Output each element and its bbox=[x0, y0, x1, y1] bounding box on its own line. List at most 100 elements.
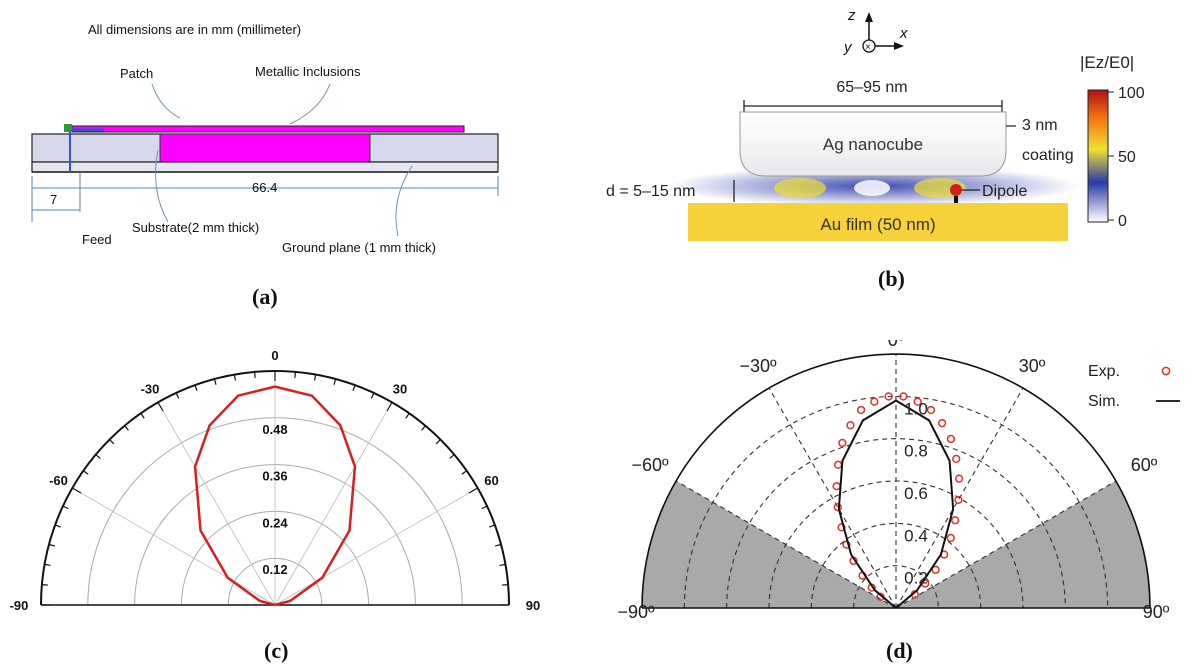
colorbar-tick-50: 50 bbox=[1118, 149, 1136, 166]
arc-tick bbox=[82, 470, 89, 475]
exp-point bbox=[842, 540, 851, 549]
arc-tick bbox=[449, 454, 455, 459]
legend-exp-marker bbox=[1161, 366, 1171, 376]
grid-ring bbox=[683, 396, 1109, 609]
outer-arc bbox=[641, 353, 1151, 609]
arc-tick bbox=[333, 378, 337, 385]
angle-label: 90º bbox=[1143, 602, 1170, 622]
polar-chart-d: 0.2 0.4 0.6 0.8 1.0 −90º −60º −30º 0º 30º 60º 90º E… bbox=[617, 330, 1180, 622]
angle-label: 0º bbox=[888, 340, 905, 350]
exp-point bbox=[954, 474, 964, 483]
exp-point bbox=[899, 392, 908, 401]
metallic-inclusion bbox=[159, 133, 371, 163]
grid-ring bbox=[810, 522, 982, 609]
exp-point bbox=[832, 482, 841, 491]
cube-width-label: 65–95 nm bbox=[836, 79, 907, 96]
grid-spoke bbox=[675, 480, 897, 609]
radial-label: 0.8 bbox=[904, 442, 928, 461]
dim-7-label: 7 bbox=[50, 192, 57, 207]
radial-label: 0.6 bbox=[904, 484, 928, 503]
arc-tick bbox=[48, 543, 55, 547]
arc-tick bbox=[352, 384, 356, 391]
exp-point bbox=[856, 405, 866, 415]
substrate-label: Substrate(2 mm thick) bbox=[132, 220, 259, 235]
arc-tick bbox=[489, 524, 496, 528]
angle-label: -90 bbox=[10, 598, 29, 613]
au-film bbox=[688, 203, 1068, 241]
shaded-sector bbox=[896, 481, 1150, 608]
exp-point bbox=[952, 454, 961, 463]
arc-tick bbox=[370, 392, 375, 399]
caption-a: (a) bbox=[252, 284, 278, 309]
exp-point bbox=[833, 460, 843, 469]
grid-spoke bbox=[274, 487, 478, 606]
exp-point bbox=[913, 397, 922, 406]
angle-label: -30 bbox=[141, 381, 160, 396]
arc-tick bbox=[72, 487, 82, 494]
sim-curve bbox=[837, 399, 955, 609]
caption-b: (b) bbox=[878, 266, 905, 291]
arc-tick bbox=[157, 402, 164, 412]
exp-point bbox=[946, 434, 956, 444]
arc-tick bbox=[109, 439, 115, 445]
panel-c: -90 -60 -30 0 30 60 90 0.12 0.24 0.36 0.48 (c) bbox=[0, 340, 560, 671]
nanocube-schematic: × z y x 65–95 nm Ag nanocube 3 nm coatin… bbox=[606, 7, 1145, 241]
exp-point bbox=[837, 523, 846, 532]
grid-spoke bbox=[768, 387, 897, 609]
arc-tick bbox=[294, 371, 296, 378]
angle-label: 30 bbox=[393, 381, 407, 396]
exp-point bbox=[926, 405, 936, 415]
axis-x-label: x bbox=[899, 25, 908, 42]
arc-tick bbox=[502, 584, 509, 586]
radial-label: 0.12 bbox=[262, 562, 287, 577]
arc-tick bbox=[495, 543, 502, 547]
feed-label: Feed bbox=[82, 232, 112, 247]
arc-tick bbox=[233, 374, 236, 381]
radial-label: 0.24 bbox=[262, 515, 288, 530]
colorbar-tick-0: 0 bbox=[1118, 213, 1127, 230]
arc-tick bbox=[468, 487, 478, 494]
y-axis-into-page-icon bbox=[862, 39, 876, 53]
panel-d: 0.2 0.4 0.6 0.8 1.0 −90º −60º −30º 0º 30º 60º 90º E… bbox=[600, 330, 1200, 671]
dim-66-label: 66.4 bbox=[252, 180, 277, 195]
inclusions-label: Metallic Inclusions bbox=[255, 64, 361, 79]
exp-point bbox=[954, 495, 963, 504]
angle-label: −30º bbox=[739, 356, 777, 376]
panel-a: All dimensions are in mm (millimeter) Pa… bbox=[0, 0, 560, 309]
colorbar-tick-100: 100 bbox=[1118, 85, 1145, 102]
radial-label: 0.36 bbox=[262, 469, 287, 484]
arc-tick bbox=[435, 439, 441, 445]
inclusions-leader bbox=[289, 83, 331, 125]
antenna-cross-section: All dimensions are in mm (millimeter) Pa… bbox=[31, 22, 499, 255]
ag-nanocube bbox=[739, 111, 1007, 177]
exp-point bbox=[838, 438, 847, 448]
arc-tick bbox=[194, 384, 198, 391]
caption-c: (c) bbox=[264, 638, 289, 663]
dipole-marker bbox=[950, 184, 962, 196]
radial-label: 0.48 bbox=[262, 422, 287, 437]
exp-point bbox=[946, 533, 955, 543]
radial-label: 0.4 bbox=[904, 526, 928, 545]
ground-label: Ground plane (1 mm thick) bbox=[282, 240, 436, 255]
arc-tick bbox=[62, 505, 69, 510]
patch-label: Patch bbox=[120, 66, 153, 81]
arc-tick bbox=[314, 374, 317, 381]
patch-leader bbox=[151, 83, 181, 119]
arc-tick bbox=[140, 412, 145, 419]
grid-spoke bbox=[274, 402, 393, 606]
cube-label: Ag nanocube bbox=[823, 135, 923, 154]
ground-plane bbox=[31, 161, 499, 173]
x-arrowhead bbox=[894, 42, 904, 50]
exp-point bbox=[870, 397, 879, 406]
svg-text:×: × bbox=[865, 42, 871, 53]
axis-y-label: y bbox=[843, 39, 853, 56]
grid-spoke bbox=[895, 387, 1024, 609]
arc-tick bbox=[124, 425, 129, 431]
colorbar-title: |Ez/E0| bbox=[1080, 53, 1134, 72]
arc-tick bbox=[461, 470, 468, 475]
grid-spoke bbox=[157, 402, 276, 606]
arc-tick bbox=[405, 412, 410, 419]
legend-exp-label: Exp. bbox=[1088, 363, 1120, 380]
arc-tick bbox=[175, 392, 180, 399]
arc-tick bbox=[481, 505, 488, 510]
